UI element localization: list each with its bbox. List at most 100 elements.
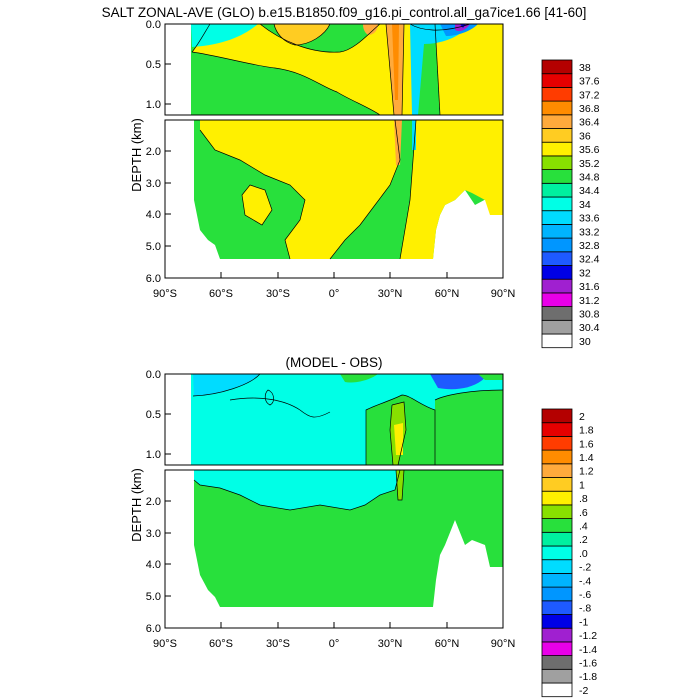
colorbar-swatch (541, 237, 573, 253)
colorbar-label: 33.6 (579, 213, 600, 225)
colorbar-swatch (541, 586, 573, 602)
bottom-lower-cyan (194, 470, 400, 510)
bottom-upper-contour-1 (192, 373, 261, 397)
top-lower-yellow-blob (242, 185, 272, 225)
panel-bottom-ylabel: DEPTH (km) (129, 468, 144, 542)
top-upper-arctic-purple (455, 24, 470, 32)
bottom-upper-field (165, 373, 504, 466)
colorbar-swatch (541, 518, 573, 533)
colorbar-swatch (541, 600, 573, 615)
bottom-xtick-label: 60°N (435, 638, 460, 650)
colorbar-label: 35.6 (579, 144, 600, 156)
colorbar-label: 37.2 (579, 89, 600, 101)
top-xtick-label: 60°N (435, 288, 460, 300)
colorbar-swatch (541, 210, 573, 225)
bottom-ytick-label: 5.0 (146, 591, 161, 603)
bottom-ytick-label: 4.0 (146, 559, 161, 571)
colorbar-swatch (541, 100, 573, 116)
bottom-upper-cyan-light (193, 374, 260, 396)
colorbar-label: 37.6 (579, 76, 600, 88)
colorbar-swatch (541, 449, 573, 465)
top-ytick-label: 0.5 (146, 59, 161, 71)
panel-bottom: (MODEL - OBS) DEPTH (km) (129, 355, 597, 698)
bottom-xtick-label: 90°S (153, 638, 177, 650)
colorbar-swatch (541, 435, 573, 451)
colorbar-label: -.6 (579, 589, 591, 601)
top-upper-cyan-line (412, 24, 416, 115)
top-lower-yellow-right (400, 120, 503, 259)
top-xtick-label: 60°S (209, 288, 233, 300)
colorbar-swatch (541, 408, 573, 424)
top-lower-contour-2 (329, 119, 401, 260)
colorbar-swatch (541, 306, 573, 321)
bottom-upper-contour-6 (389, 401, 407, 466)
colorbar-label: 1.2 (579, 466, 594, 478)
panel-top: SALT ZONAL-AVE (GLO) b.e15.B1850.f09_g16… (102, 5, 600, 349)
colorbar-swatch (541, 463, 573, 478)
bottom-upper-green-patch (340, 374, 378, 383)
colorbar-label: 1.6 (579, 438, 594, 450)
colorbar-label: 32.4 (579, 254, 600, 266)
top-ytick-label: 4.0 (146, 209, 161, 221)
colorbar-label: .0 (579, 548, 588, 560)
colorbar-label: -.4 (579, 575, 591, 587)
colorbar-label: .8 (579, 493, 588, 505)
top-upper-contour-3 (259, 23, 381, 53)
colorbar-label: -.8 (579, 603, 591, 615)
top-upper-yellow-right (435, 24, 503, 115)
top-upper-orange-2 (363, 24, 378, 35)
colorbar-swatch (541, 196, 573, 212)
top-upper-contour-6 (409, 23, 471, 31)
colorbar-label: 1.4 (579, 452, 594, 464)
colorbar-swatch (541, 128, 573, 143)
colorbar-label: .2 (579, 534, 588, 546)
colorbar-swatch (541, 278, 573, 294)
top-xtick-label: 0° (329, 288, 340, 300)
colorbar-swatch (541, 490, 573, 506)
top-xtick-label: 90°N (491, 288, 516, 300)
colorbar-swatch (541, 559, 573, 574)
top-xtick-label: 90°S (153, 288, 177, 300)
bottom-ytick-label: 0.0 (146, 369, 161, 381)
colorbar-swatch (541, 59, 573, 75)
colorbar-swatch (541, 73, 573, 88)
colorbar-swatch (541, 265, 573, 280)
colorbar-label: -1 (579, 616, 588, 628)
top-y-ticks: 0.0 0.5 1.0 2.0 3.0 4.0 5.0 6.0 (146, 19, 171, 285)
colorbar-swatch (541, 169, 573, 184)
bottom-colorbar: -2 -1.8 -1.6-1.4 -1.2 -1-.8 -.6 -.4-.2 .0 .2 .4.6… (541, 408, 597, 698)
bottom-ytick-label: 2.0 (146, 496, 161, 508)
colorbar-label: 34 (579, 199, 591, 211)
colorbar-label: -1.2 (579, 630, 597, 642)
colorbar-label: 2 (579, 411, 585, 423)
colorbar-swatch (541, 319, 573, 335)
top-lower-yellow-band (200, 120, 400, 259)
panel-bottom-title: (MODEL - OBS) (285, 355, 382, 370)
top-upper-frame (164, 23, 504, 116)
top-lower-contour-3 (399, 119, 417, 260)
bottom-ytick-label: 0.5 (146, 409, 161, 421)
bottom-lower-contour-1 (193, 469, 401, 511)
colorbar-swatch (541, 641, 573, 657)
top-upper-field (165, 23, 503, 116)
colorbar-swatch (541, 545, 573, 561)
colorbar-swatch (541, 614, 573, 629)
bottom-upper-green-right2 (435, 390, 503, 465)
bottom-ytick-label: 3.0 (146, 528, 161, 540)
top-x-ticks: 90°S 60°S 30°S 0° 30°N 60°N 90°N (153, 272, 515, 300)
panel-top-ylabel: DEPTH (km) (129, 118, 144, 192)
colorbar-swatch (541, 573, 573, 588)
bottom-xtick-label: 90°N (491, 638, 516, 650)
bottom-ytick-label: 6.0 (146, 623, 161, 635)
top-lower-contour-4 (241, 184, 273, 226)
colorbar-label: 30 (579, 336, 591, 348)
top-lower-contour-1 (199, 129, 306, 260)
colorbar-swatch (541, 668, 573, 684)
colorbar-label: 33.2 (579, 226, 600, 238)
bottom-upper-yellow (394, 423, 403, 455)
colorbar-label: 32.8 (579, 240, 600, 252)
colorbar-label: -1.4 (579, 644, 597, 656)
top-upper-yellow-left (192, 24, 413, 115)
colorbar-label: 30.4 (579, 322, 600, 334)
